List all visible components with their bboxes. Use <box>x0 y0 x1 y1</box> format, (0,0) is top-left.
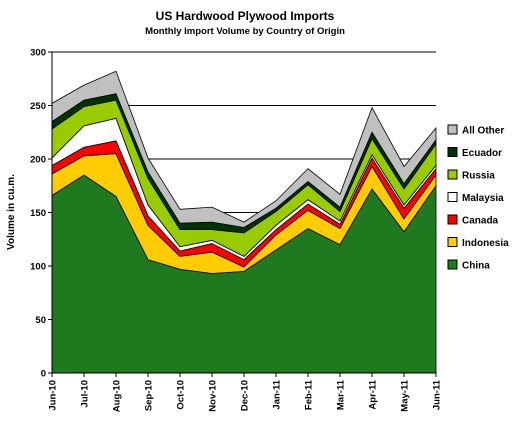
legend-label-china: China <box>462 261 490 272</box>
x-tick-label: Dec-10 <box>240 380 251 411</box>
x-tick-label: Nov-10 <box>208 380 219 412</box>
x-tick-label: May-11 <box>400 379 411 411</box>
legend-swatch-all-other <box>447 124 458 135</box>
x-tick-label: Jun-10 <box>48 380 59 411</box>
legend-label-malaysia: Malaysia <box>462 193 504 204</box>
y-tick-label: 150 <box>30 208 46 219</box>
y-tick-label: 300 <box>30 48 46 59</box>
legend-label-canada: Canada <box>462 216 499 227</box>
legend-swatch-russia <box>447 169 458 180</box>
legend-swatch-malaysia <box>447 192 458 202</box>
legend-swatch-ecuador <box>447 147 458 157</box>
x-tick-label: Oct-10 <box>176 380 187 410</box>
chart-subtitle: Monthly Import Volume by Country of Orig… <box>145 26 345 37</box>
x-tick-label: Feb-11 <box>304 379 315 410</box>
legend-label-russia: Russia <box>462 171 495 182</box>
x-tick-label: Jun-11 <box>432 379 443 410</box>
y-axis-label: Volume in cu.m. <box>6 174 17 250</box>
legend-label-all-other: All Other <box>462 126 504 137</box>
x-tick-label: Sep-10 <box>144 380 155 411</box>
legend: All Other Ecuador Russia Malaysia Canada Indo… <box>447 124 509 272</box>
x-tick-label: Apr-11 <box>368 379 379 409</box>
area-china <box>51 174 437 374</box>
x-tick-label: Jan-11 <box>272 379 283 409</box>
axes: 0 50 100 150 200 250 300 Jun-10 Jul-10 Aug-10 Sep-… <box>30 48 442 413</box>
chart-title: US Hardwood Plywood Imports <box>156 9 335 23</box>
y-tick-label: 50 <box>35 315 46 326</box>
y-tick-label: 200 <box>30 155 46 166</box>
legend-swatch-china <box>447 259 458 270</box>
y-tick-label: 0 <box>41 369 46 380</box>
stacked-areas <box>51 70 437 374</box>
legend-swatch-indonesia <box>447 237 458 247</box>
area-all-other <box>51 70 437 228</box>
legend-label-indonesia: Indonesia <box>462 238 509 249</box>
y-tick-label: 100 <box>30 262 46 273</box>
x-tick-label: Mar-11 <box>336 379 347 410</box>
y-tick-label: 250 <box>30 101 46 112</box>
x-tick-label: Aug-10 <box>112 380 123 412</box>
x-tick-label: Jul-10 <box>80 380 91 407</box>
legend-swatch-canada <box>447 214 458 225</box>
legend-label-ecuador: Ecuador <box>462 148 502 159</box>
